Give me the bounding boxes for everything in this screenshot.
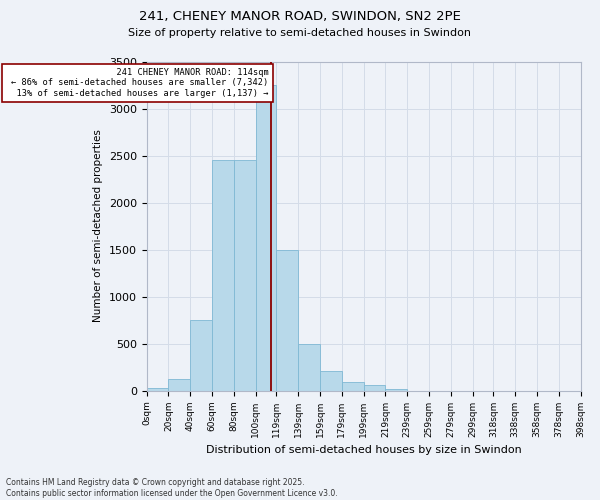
Bar — [169, 380, 190, 390]
Text: Size of property relative to semi-detached houses in Swindon: Size of property relative to semi-detach… — [128, 28, 472, 38]
Bar — [190, 320, 212, 390]
Y-axis label: Number of semi-detached properties: Number of semi-detached properties — [93, 130, 103, 322]
Bar — [320, 371, 342, 390]
X-axis label: Distribution of semi-detached houses by size in Swindon: Distribution of semi-detached houses by … — [206, 445, 521, 455]
Text: 241 CHENEY MANOR ROAD: 114sqm
← 86% of semi-detached houses are smaller (7,342)
: 241 CHENEY MANOR ROAD: 114sqm ← 86% of s… — [6, 68, 269, 98]
Bar — [146, 388, 169, 390]
Bar — [212, 160, 234, 390]
Bar — [277, 250, 298, 390]
Bar — [256, 85, 277, 390]
Bar — [364, 385, 385, 390]
Bar — [234, 160, 256, 390]
Text: 241, CHENEY MANOR ROAD, SWINDON, SN2 2PE: 241, CHENEY MANOR ROAD, SWINDON, SN2 2PE — [139, 10, 461, 23]
Bar — [298, 344, 320, 390]
Bar — [385, 388, 407, 390]
Bar — [342, 382, 364, 390]
Text: Contains HM Land Registry data © Crown copyright and database right 2025.
Contai: Contains HM Land Registry data © Crown c… — [6, 478, 338, 498]
